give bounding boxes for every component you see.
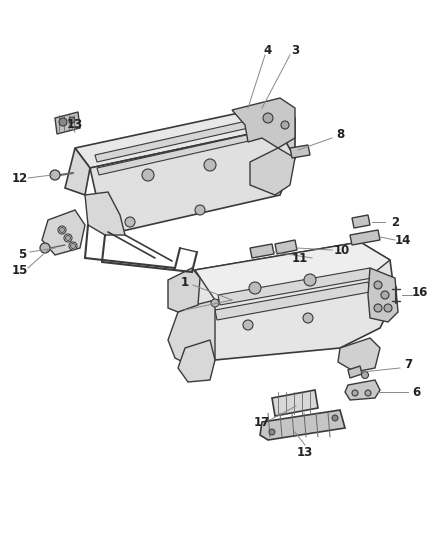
Text: 11: 11 bbox=[292, 252, 308, 264]
Circle shape bbox=[269, 429, 275, 435]
Polygon shape bbox=[55, 112, 80, 134]
Circle shape bbox=[71, 244, 75, 248]
Circle shape bbox=[361, 372, 368, 378]
Text: 13: 13 bbox=[67, 118, 83, 132]
Polygon shape bbox=[65, 148, 90, 195]
Polygon shape bbox=[90, 128, 295, 235]
Text: 4: 4 bbox=[264, 44, 272, 56]
Text: 13: 13 bbox=[297, 446, 313, 458]
Circle shape bbox=[66, 236, 71, 240]
Text: 7: 7 bbox=[404, 359, 412, 372]
Polygon shape bbox=[352, 215, 370, 228]
Circle shape bbox=[64, 234, 72, 242]
Circle shape bbox=[59, 118, 67, 126]
Polygon shape bbox=[368, 268, 398, 322]
Polygon shape bbox=[348, 366, 362, 378]
Text: 2: 2 bbox=[391, 215, 399, 229]
Circle shape bbox=[58, 226, 66, 234]
Polygon shape bbox=[85, 192, 125, 235]
Circle shape bbox=[332, 415, 338, 421]
Circle shape bbox=[40, 243, 50, 253]
Circle shape bbox=[142, 169, 154, 181]
Text: 17: 17 bbox=[254, 416, 270, 429]
Polygon shape bbox=[345, 380, 380, 400]
Polygon shape bbox=[95, 118, 262, 162]
Circle shape bbox=[243, 320, 253, 330]
Polygon shape bbox=[97, 132, 262, 175]
Polygon shape bbox=[168, 300, 215, 368]
Polygon shape bbox=[218, 268, 372, 305]
Circle shape bbox=[69, 117, 75, 123]
Text: 14: 14 bbox=[395, 233, 411, 246]
Circle shape bbox=[125, 217, 135, 227]
Circle shape bbox=[69, 242, 77, 250]
Circle shape bbox=[249, 282, 261, 294]
Polygon shape bbox=[272, 390, 318, 416]
Polygon shape bbox=[75, 108, 278, 168]
Polygon shape bbox=[250, 244, 274, 258]
Circle shape bbox=[365, 390, 371, 396]
Circle shape bbox=[374, 304, 382, 312]
Polygon shape bbox=[178, 340, 215, 382]
Polygon shape bbox=[262, 108, 295, 158]
Text: 3: 3 bbox=[291, 44, 299, 56]
Text: 1: 1 bbox=[181, 277, 189, 289]
Circle shape bbox=[211, 299, 219, 307]
Text: 10: 10 bbox=[334, 244, 350, 256]
Polygon shape bbox=[178, 242, 395, 360]
Text: 8: 8 bbox=[336, 128, 344, 141]
Polygon shape bbox=[260, 410, 345, 440]
Circle shape bbox=[381, 291, 389, 299]
Polygon shape bbox=[232, 98, 295, 148]
Circle shape bbox=[303, 313, 313, 323]
Circle shape bbox=[374, 281, 382, 289]
Circle shape bbox=[263, 113, 273, 123]
Polygon shape bbox=[168, 268, 200, 312]
Circle shape bbox=[60, 228, 64, 232]
Polygon shape bbox=[195, 242, 390, 300]
Polygon shape bbox=[290, 145, 310, 158]
Polygon shape bbox=[275, 240, 297, 254]
Polygon shape bbox=[350, 230, 380, 245]
Circle shape bbox=[204, 159, 216, 171]
Polygon shape bbox=[42, 210, 85, 255]
Polygon shape bbox=[250, 148, 295, 195]
Circle shape bbox=[281, 121, 289, 129]
Text: 5: 5 bbox=[18, 248, 26, 262]
Circle shape bbox=[304, 274, 316, 286]
Text: 12: 12 bbox=[12, 172, 28, 184]
Text: 15: 15 bbox=[12, 263, 28, 277]
Polygon shape bbox=[338, 338, 380, 372]
Circle shape bbox=[50, 170, 60, 180]
Polygon shape bbox=[215, 282, 370, 320]
Circle shape bbox=[384, 304, 392, 312]
Circle shape bbox=[352, 390, 358, 396]
Text: 6: 6 bbox=[412, 385, 420, 399]
Text: 16: 16 bbox=[412, 286, 428, 298]
Circle shape bbox=[195, 205, 205, 215]
